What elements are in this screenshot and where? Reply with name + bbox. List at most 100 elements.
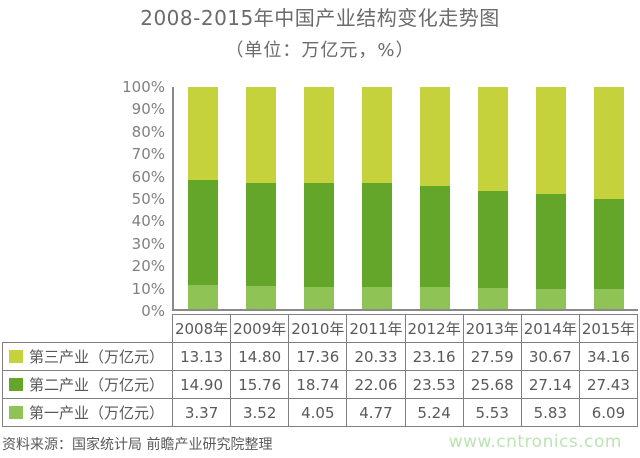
watermark-link[interactable]: www.cntronics.com	[448, 432, 622, 452]
y-tick-label: 90%	[131, 100, 165, 119]
y-axis: 100% 90% 80% 70% 60% 50% 40% 30% 20% 10% 0%	[2, 78, 172, 320]
value-cell: 20.33	[346, 342, 406, 371]
year-header-cell: 2015年	[578, 314, 639, 343]
bar-column	[232, 87, 290, 309]
bar-column	[580, 87, 638, 309]
value-cell: 5.53	[462, 398, 522, 427]
chart-area: 100% 90% 80% 70% 60% 50% 40% 30% 20% 10% 0%	[2, 78, 638, 320]
value-cell: 3.52	[230, 398, 290, 427]
value-cell: 4.05	[288, 398, 348, 427]
bar-segment-secondary	[188, 179, 218, 286]
bar-segment-tertiary	[304, 87, 334, 183]
chart-title: 2008-2015年中国产业结构变化走势图	[140, 6, 500, 30]
value-cell: 15.76	[230, 370, 290, 399]
bar-segment-tertiary	[420, 87, 450, 187]
bar-column	[406, 87, 464, 309]
bar-segment-primary	[304, 286, 334, 309]
stacked-bar	[246, 87, 276, 309]
bar-segment-primary	[478, 288, 508, 309]
y-tick-label: 10%	[131, 279, 165, 298]
bar-column	[522, 87, 580, 309]
legend-swatch-tertiary	[9, 350, 23, 363]
bar-segment-tertiary	[188, 87, 218, 180]
bar-segment-primary	[594, 289, 624, 309]
value-cell: 18.74	[288, 370, 348, 399]
value-cell: 5.24	[404, 398, 464, 427]
value-cell: 27.14	[520, 370, 580, 399]
year-header-cell: 2011年	[346, 314, 406, 343]
value-cell: 34.16	[578, 342, 639, 371]
year-header-cell: 2014年	[520, 314, 580, 343]
legend-cell-primary: 第一产业（万亿元）	[2, 398, 173, 427]
bar-segment-secondary	[478, 191, 508, 289]
bar-segment-tertiary	[246, 87, 276, 184]
bar-segment-primary	[536, 288, 566, 309]
bar-segment-secondary	[420, 186, 450, 287]
value-cell: 17.36	[288, 342, 348, 371]
data-table: 2008年 2009年 2010年 2011年 2012年 2013年 2014年 2015年…	[2, 314, 639, 427]
value-cell: 23.16	[404, 342, 464, 371]
year-header-cell: 2010年	[288, 314, 348, 343]
value-cell: 22.06	[346, 370, 406, 399]
source-text: 资料来源：国家统计局 前瞻产业研究院整理	[2, 437, 273, 453]
bar-segment-secondary	[536, 194, 566, 289]
plot-area	[172, 87, 638, 311]
year-header-cell: 2008年	[171, 314, 232, 343]
bar-segment-secondary	[246, 183, 276, 287]
value-cell: 14.80	[230, 342, 290, 371]
y-tick-label: 20%	[131, 257, 165, 276]
bar-column	[464, 87, 522, 309]
y-tick-label: 100%	[122, 78, 165, 96]
bar-segment-secondary	[594, 199, 624, 290]
value-cell: 27.43	[578, 370, 639, 399]
bar-segment-tertiary	[362, 87, 392, 183]
bar-segment-tertiary	[536, 87, 566, 194]
value-cell: 30.67	[520, 342, 580, 371]
value-cell: 3.37	[171, 398, 232, 427]
stacked-bar	[536, 87, 566, 309]
year-header-cell: 2012年	[404, 314, 464, 343]
chart-subtitle: （单位：万亿元，%）	[225, 40, 415, 61]
y-tick-label: 50%	[131, 190, 165, 208]
bar-column	[174, 87, 232, 309]
stacked-bar	[362, 87, 392, 309]
y-tick-label: 40%	[131, 212, 165, 231]
table-row-secondary: 第二产业（万亿元） 14.90 15.76 18.74 22.06 23.53 25.68 2…	[2, 370, 639, 399]
table-header-row: 2008年 2009年 2010年 2011年 2012年 2013年 2014年 2015年	[3, 314, 639, 343]
footer: 资料来源：国家统计局 前瞻产业研究院整理 www.cntronics.com	[2, 432, 622, 454]
y-tick-label: 60%	[131, 167, 165, 186]
legend-label: 第二产业（万亿元）	[29, 376, 165, 394]
y-tick-label: 80%	[131, 122, 165, 141]
value-cell: 23.53	[404, 370, 464, 399]
y-tick-label: 30%	[131, 234, 165, 253]
legend-swatch-secondary	[9, 378, 23, 391]
value-cell: 27.59	[462, 342, 522, 371]
y-tick-label: 70%	[131, 145, 165, 164]
bar-segment-primary	[246, 286, 276, 309]
bar-column	[290, 87, 348, 309]
bar-segment-primary	[188, 285, 218, 309]
y-tick-label: 0%	[141, 302, 165, 320]
legend-cell-secondary: 第二产业（万亿元）	[2, 370, 173, 399]
table-row-tertiary: 第三产业（万亿元） 13.13 14.80 17.36 20.33 23.16 27.59 3…	[2, 342, 639, 371]
value-cell: 6.09	[578, 398, 639, 427]
value-cell: 5.83	[520, 398, 580, 427]
stacked-bar	[478, 87, 508, 309]
bar-column	[348, 87, 406, 309]
legend-label: 第三产业（万亿元）	[29, 348, 165, 366]
bar-segment-secondary	[362, 182, 392, 287]
value-cell: 4.77	[346, 398, 406, 427]
bar-segment-primary	[420, 286, 450, 309]
year-header-cell: 2009年	[230, 314, 290, 343]
stacked-bar	[594, 87, 624, 309]
stacked-bar	[420, 87, 450, 309]
bar-segment-primary	[362, 286, 392, 309]
legend-label: 第一产业（万亿元）	[29, 404, 165, 422]
bar-segment-tertiary	[478, 87, 508, 192]
value-cell: 25.68	[462, 370, 522, 399]
bar-segment-secondary	[304, 183, 334, 287]
stacked-bar	[304, 87, 334, 309]
bar-segment-tertiary	[594, 87, 624, 200]
value-cell: 14.90	[171, 370, 232, 399]
